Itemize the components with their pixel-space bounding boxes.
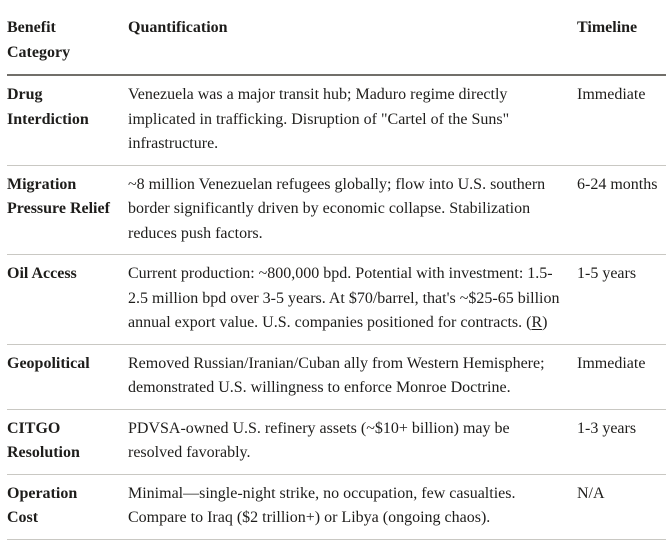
row-citgo-resolution: CITGO Resolution PDVSA-owned U.S. refine… (7, 409, 666, 475)
cell-category: Drug Interdiction (7, 75, 128, 166)
citation-open-paren: ( (522, 314, 532, 331)
cell-text: Current production: ~800,000 bpd. Potent… (128, 265, 560, 331)
cell-timeline: N/A (577, 474, 666, 540)
cell-category: Oil Access (7, 254, 128, 345)
cell-timeline: 1-5 years (577, 254, 666, 345)
cell-timeline: Immediate (577, 75, 666, 166)
cell-quantification: Minimal—single-night strike, no occupati… (128, 474, 577, 540)
header-row: Benefit Category Quantification Timeline (7, 12, 666, 76)
cell-quantification: PDVSA-owned U.S. refinery assets (~$10+ … (128, 409, 577, 475)
row-operation-cost: Operation Cost Minimal—single-night stri… (7, 474, 666, 540)
cell-category: Geopolitical (7, 344, 128, 410)
benefits-table: Benefit Category Quantification Timeline… (7, 12, 666, 540)
cell-timeline: 1-3 years (577, 409, 666, 475)
col-header-benefit-category: Benefit Category (7, 12, 128, 76)
cell-quantification: ~8 million Venezuelan refugees globally;… (128, 165, 577, 255)
cell-quantification: Current production: ~800,000 bpd. Potent… (128, 254, 577, 345)
cell-timeline: 6-24 months (577, 165, 666, 255)
cell-quantification: Venezuela was a major transit hub; Madur… (128, 75, 577, 166)
cell-quantification: Removed Russian/Iranian/Cuban ally from … (128, 344, 577, 410)
cell-category: Operation Cost (7, 474, 128, 540)
row-migration-pressure-relief: Migration Pressure Relief ~8 million Ven… (7, 165, 666, 255)
row-oil-access: Oil Access Current production: ~800,000 … (7, 254, 666, 345)
cell-timeline: Immediate (577, 344, 666, 410)
citation-link-r[interactable]: R (531, 314, 543, 331)
col-header-timeline: Timeline (577, 12, 666, 76)
cell-category: Migration Pressure Relief (7, 165, 128, 255)
row-drug-interdiction: Drug Interdiction Venezuela was a major … (7, 75, 666, 166)
col-header-quantification: Quantification (128, 12, 577, 76)
cell-category: CITGO Resolution (7, 409, 128, 475)
citation-close-paren: ) (542, 314, 548, 331)
row-geopolitical: Geopolitical Removed Russian/Iranian/Cub… (7, 344, 666, 410)
